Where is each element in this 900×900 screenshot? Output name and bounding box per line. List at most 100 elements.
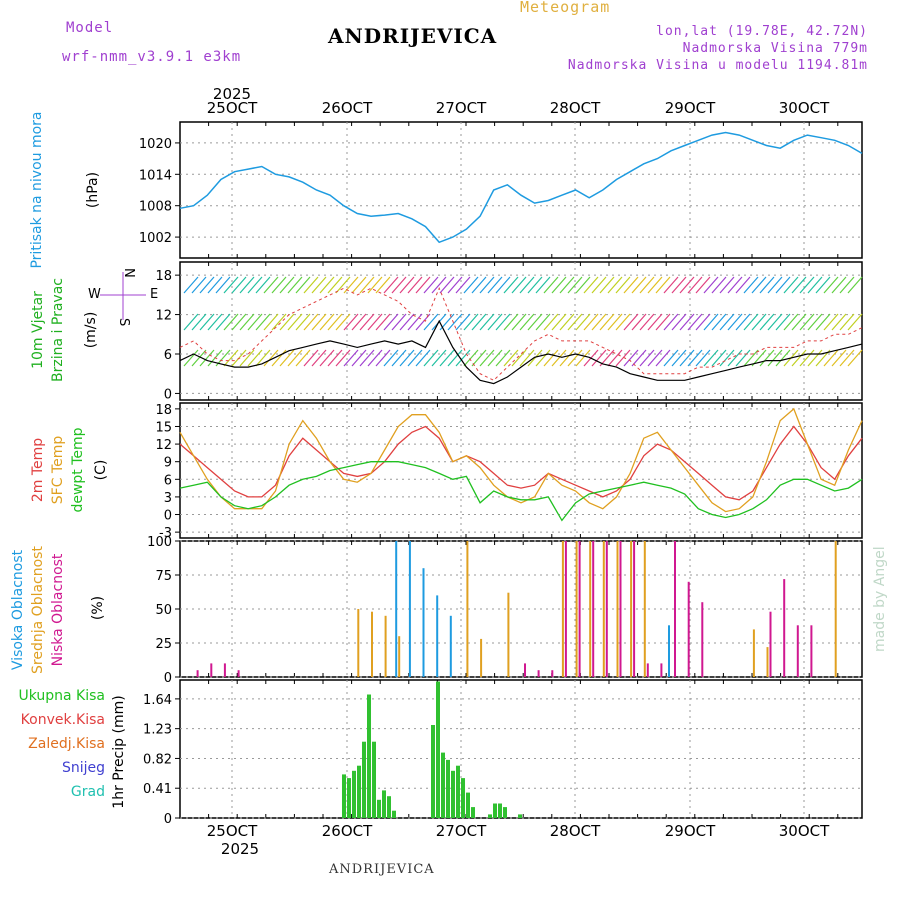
bottom-day-label-5: 30OCT <box>779 822 830 840</box>
wind-barb <box>511 276 527 294</box>
bottom-day-label-2: 27OCT <box>436 822 487 840</box>
wind-barb <box>575 313 591 331</box>
y-tick-label-3: 75 <box>155 569 172 584</box>
wind-barb <box>447 313 463 331</box>
wind-barb <box>623 349 639 367</box>
precip-bar <box>493 803 497 818</box>
cloud-bar-0 <box>436 595 439 677</box>
wind-barb <box>359 276 375 294</box>
panel-frame-2 <box>179 402 863 539</box>
cloud-bar-0 <box>668 625 670 677</box>
cloud-bar-1 <box>834 541 837 677</box>
wind-barb <box>519 276 535 294</box>
wind-barb <box>519 313 535 331</box>
wind-barb <box>727 276 743 294</box>
wind-barb <box>503 313 519 331</box>
wind-barb <box>183 276 199 294</box>
wind-barb <box>551 276 567 294</box>
wind-barb <box>263 313 279 331</box>
wind-barb <box>247 276 263 294</box>
wind-barb <box>663 276 679 294</box>
wind-barb <box>759 349 775 367</box>
precip-bar <box>488 814 492 818</box>
wind-barb <box>543 313 559 331</box>
wind-barb <box>391 313 407 331</box>
cloud-bar-2 <box>646 663 649 677</box>
wind-barb <box>343 313 359 331</box>
wind-barb <box>199 276 215 294</box>
wind-barb <box>431 276 447 294</box>
cloud-bar-2 <box>769 611 772 677</box>
wind-barb <box>247 349 263 367</box>
cloud-bar-2 <box>592 541 595 677</box>
wind-barb <box>527 276 543 294</box>
wind-barb <box>823 313 839 331</box>
wind-barb <box>743 349 759 367</box>
cloud-bar-0 <box>422 568 425 677</box>
wind-barb <box>439 276 455 294</box>
wind-barb <box>663 349 679 367</box>
wind-barb <box>727 313 743 331</box>
wind-barb <box>255 313 271 331</box>
wind-barb <box>615 313 631 331</box>
y-tick-label-2: 9 <box>164 456 172 471</box>
cloud-bar-1 <box>384 615 387 677</box>
y-tick-label-2: 18 <box>155 403 172 418</box>
wind-barb <box>463 349 479 367</box>
elevation-label: Nadmorska Visina 779m <box>682 41 868 56</box>
y-tick-label-1: 6 <box>164 348 172 363</box>
wind-title-1: 10m Vjetar <box>30 291 46 369</box>
wind-barb <box>775 313 791 331</box>
wind-barb <box>383 313 399 331</box>
precip-bar <box>382 790 386 818</box>
wind-barb <box>271 313 287 331</box>
pressure-unit: (hPa) <box>85 172 101 208</box>
wind-barb <box>447 349 463 367</box>
wind-barb <box>263 349 279 367</box>
top-day-label-1: 26OCT <box>322 99 373 117</box>
wind-barb <box>295 276 311 294</box>
panel-frame-4 <box>179 679 863 819</box>
wind-gust-line <box>179 286 863 381</box>
bottom-day-label-3: 28OCT <box>550 822 601 840</box>
wind-barb <box>791 313 807 331</box>
wind-barb <box>487 276 503 294</box>
wind-legend-east: E <box>150 287 158 302</box>
cloud-bar-1 <box>616 541 619 677</box>
cloud-bar-2 <box>537 670 540 677</box>
wind-barb <box>375 349 391 367</box>
precip-bar <box>456 765 460 818</box>
wind-barb <box>343 276 359 294</box>
precip-legend-3: Snijeg <box>62 760 105 776</box>
precip-bar <box>342 774 346 818</box>
wind-barb <box>335 313 351 331</box>
wind-barb <box>423 276 439 294</box>
wind-barb <box>279 276 295 294</box>
wind-barb <box>631 313 647 331</box>
wind-barb <box>839 349 855 367</box>
wind-barb <box>439 349 455 367</box>
temp2m-label: 2m Temp <box>30 438 46 502</box>
wind-barb <box>799 349 815 367</box>
temp-unit: (C) <box>93 460 109 481</box>
wind-unit: (m/s) <box>83 312 99 349</box>
wind-barb <box>831 349 847 367</box>
wind-barb <box>343 349 359 367</box>
cloud-bar-2 <box>564 541 567 677</box>
wind-barb <box>463 313 479 331</box>
cloud-unit: (%) <box>90 596 106 620</box>
wind-barb <box>383 349 399 367</box>
y-tick-label-3: 50 <box>155 603 172 618</box>
precip-bar <box>372 741 376 818</box>
wind-barb <box>255 349 271 367</box>
wind-barb <box>199 313 215 331</box>
wind-barb <box>647 349 663 367</box>
wind-barb <box>527 313 543 331</box>
wind-barb <box>775 349 791 367</box>
wind-barb <box>759 313 775 331</box>
top-year-label: 2025 <box>213 85 251 103</box>
precip-legend-2: Zaledj.Kisa <box>28 736 105 752</box>
wind-barb <box>751 313 767 331</box>
wind-barb <box>791 349 807 367</box>
wind-barb <box>239 313 255 331</box>
